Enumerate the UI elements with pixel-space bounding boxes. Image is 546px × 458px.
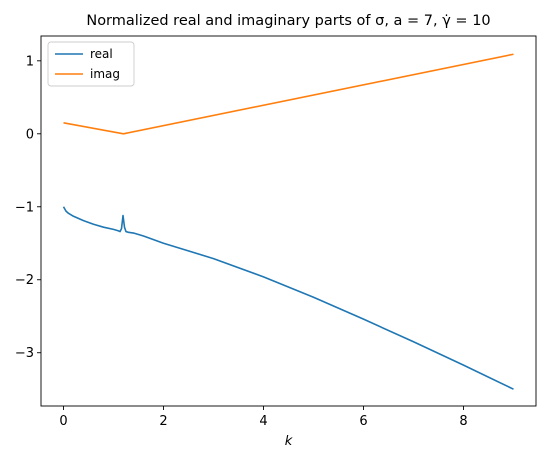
series-line-real [62,206,514,390]
chart-title: Normalized real and imaginary parts of σ… [86,13,490,29]
y-tick-label: −2 [15,273,34,288]
plot-frame [40,35,537,407]
legend: real imag [47,41,135,87]
series-line-imag [63,53,514,135]
y-tick-label: −1 [15,200,34,215]
x-tick-label: 2 [159,414,167,429]
series-layer [62,53,514,390]
y-tick-label: 0 [26,127,34,142]
x-tick-label: 4 [259,414,267,429]
x-tick-label: 6 [359,414,367,429]
legend-label-real: real [90,47,113,61]
x-tick-label: 8 [459,414,467,429]
legend-label-imag: imag [90,67,120,81]
y-tick-label: 1 [26,54,34,69]
legend-box [47,41,135,87]
y-tick-label: −3 [15,346,34,361]
x-tick-label: 0 [59,414,67,429]
ticks-layer: 0 2 4 6 810−1−2−3 [15,54,468,429]
x-axis-label: k [285,434,293,449]
